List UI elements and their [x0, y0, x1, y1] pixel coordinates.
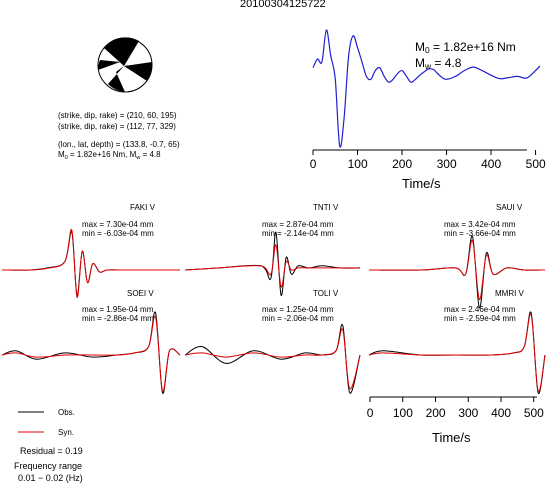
- mw-value: = 4.8: [142, 150, 161, 159]
- legend-obs-label: Obs.: [58, 408, 75, 417]
- figure-title: 20100304125722: [240, 0, 326, 10]
- station-max: max = 3.42e-04 mm: [444, 220, 516, 229]
- legend-swatches: [18, 411, 44, 433]
- wave-tick-label: 400: [491, 406, 512, 420]
- freq-label: Frequency range: [14, 461, 83, 471]
- station-min: min = -2.06e-04 mm: [262, 314, 334, 323]
- mw-sub: w: [136, 155, 141, 161]
- station-name: FAKI V: [130, 203, 155, 212]
- beachball-icon: [97, 37, 153, 93]
- station-max: max = 7.30e-04 mm: [82, 220, 154, 229]
- station-min: min = -2.14e-04 mm: [262, 229, 334, 238]
- location-line: (lon., lat, depth) = (133.8, -0.7, 65): [58, 140, 180, 149]
- observed-trace: [184, 323, 361, 394]
- waveform-panels: [1, 228, 546, 402]
- stf-line: [312, 29, 541, 148]
- station-max: max = 1.95e-04 mm: [82, 305, 154, 314]
- station-name: TOLI V: [313, 289, 339, 298]
- wave-tick-label: 0: [366, 406, 374, 420]
- stf-mw-label: Mw = 4.8: [415, 56, 462, 71]
- legend-syn-label: Syn.: [58, 428, 75, 437]
- station-name: SAUI V: [496, 203, 523, 212]
- station-min: min = -6.03e-04 mm: [82, 229, 154, 238]
- m0-value: = 1.82e+16 Nm, M: [70, 150, 137, 159]
- station-max: max = 2.46e-04 mm: [444, 305, 516, 314]
- station-min: min = -3.66e-04 mm: [444, 229, 516, 238]
- stf-tick-label: 300: [436, 157, 457, 171]
- station-max: max = 1.25e-04 mm: [262, 305, 334, 314]
- stf-xlabel: Time/s: [402, 176, 441, 191]
- stf-tick-label: 200: [392, 157, 413, 171]
- wave-tick-label: 100: [392, 406, 413, 420]
- stf-m0-label: M0 = 1.82e+16 Nm: [415, 40, 516, 55]
- stf-tick-label: 100: [347, 157, 368, 171]
- synthetic-trace: [184, 328, 361, 390]
- mechanism-line-1: (strike, dip, rake) = (210, 60, 195): [58, 111, 177, 120]
- station-name: SOEI V: [127, 289, 154, 298]
- wave-tick-label: 300: [458, 406, 479, 420]
- synthetic-trace: [1, 228, 180, 298]
- synthetic-trace: [368, 313, 546, 392]
- observed-trace: [368, 311, 546, 394]
- mechanism-line-2: (strike, dip, rake) = (112, 77, 329): [58, 122, 176, 131]
- station-max: max = 2.87e-04 mm: [262, 220, 334, 229]
- stf-tick-label: 400: [481, 157, 502, 171]
- wave-tick-label: 200: [425, 406, 446, 420]
- stf-tick-label: 0: [309, 157, 317, 171]
- synthetic-trace: [368, 240, 546, 300]
- stf-plot: [312, 29, 541, 155]
- residual-label: Residual = 0.19: [20, 446, 83, 456]
- station-min: min = -2.59e-04 mm: [444, 314, 516, 323]
- observed-trace: [1, 231, 180, 296]
- moment-line: M0 = 1.82e+16 Nm, Mw = 4.8: [58, 150, 161, 163]
- station-name: MMRI V: [495, 289, 524, 298]
- station-name: TNTI V: [313, 203, 339, 212]
- wave-tick-label: 500: [523, 406, 544, 420]
- m0-prefix: M: [58, 150, 65, 159]
- stf-tick-label: 500: [525, 157, 546, 171]
- station-min: min = -2.86e-04 mm: [82, 314, 154, 323]
- wave-xlabel: Time/s: [432, 430, 471, 445]
- synthetic-trace: [1, 315, 181, 392]
- freq-value: 0.01 − 0.02 (Hz): [18, 473, 83, 483]
- synthetic-trace: [184, 244, 360, 288]
- m0-sub: 0: [64, 155, 68, 161]
